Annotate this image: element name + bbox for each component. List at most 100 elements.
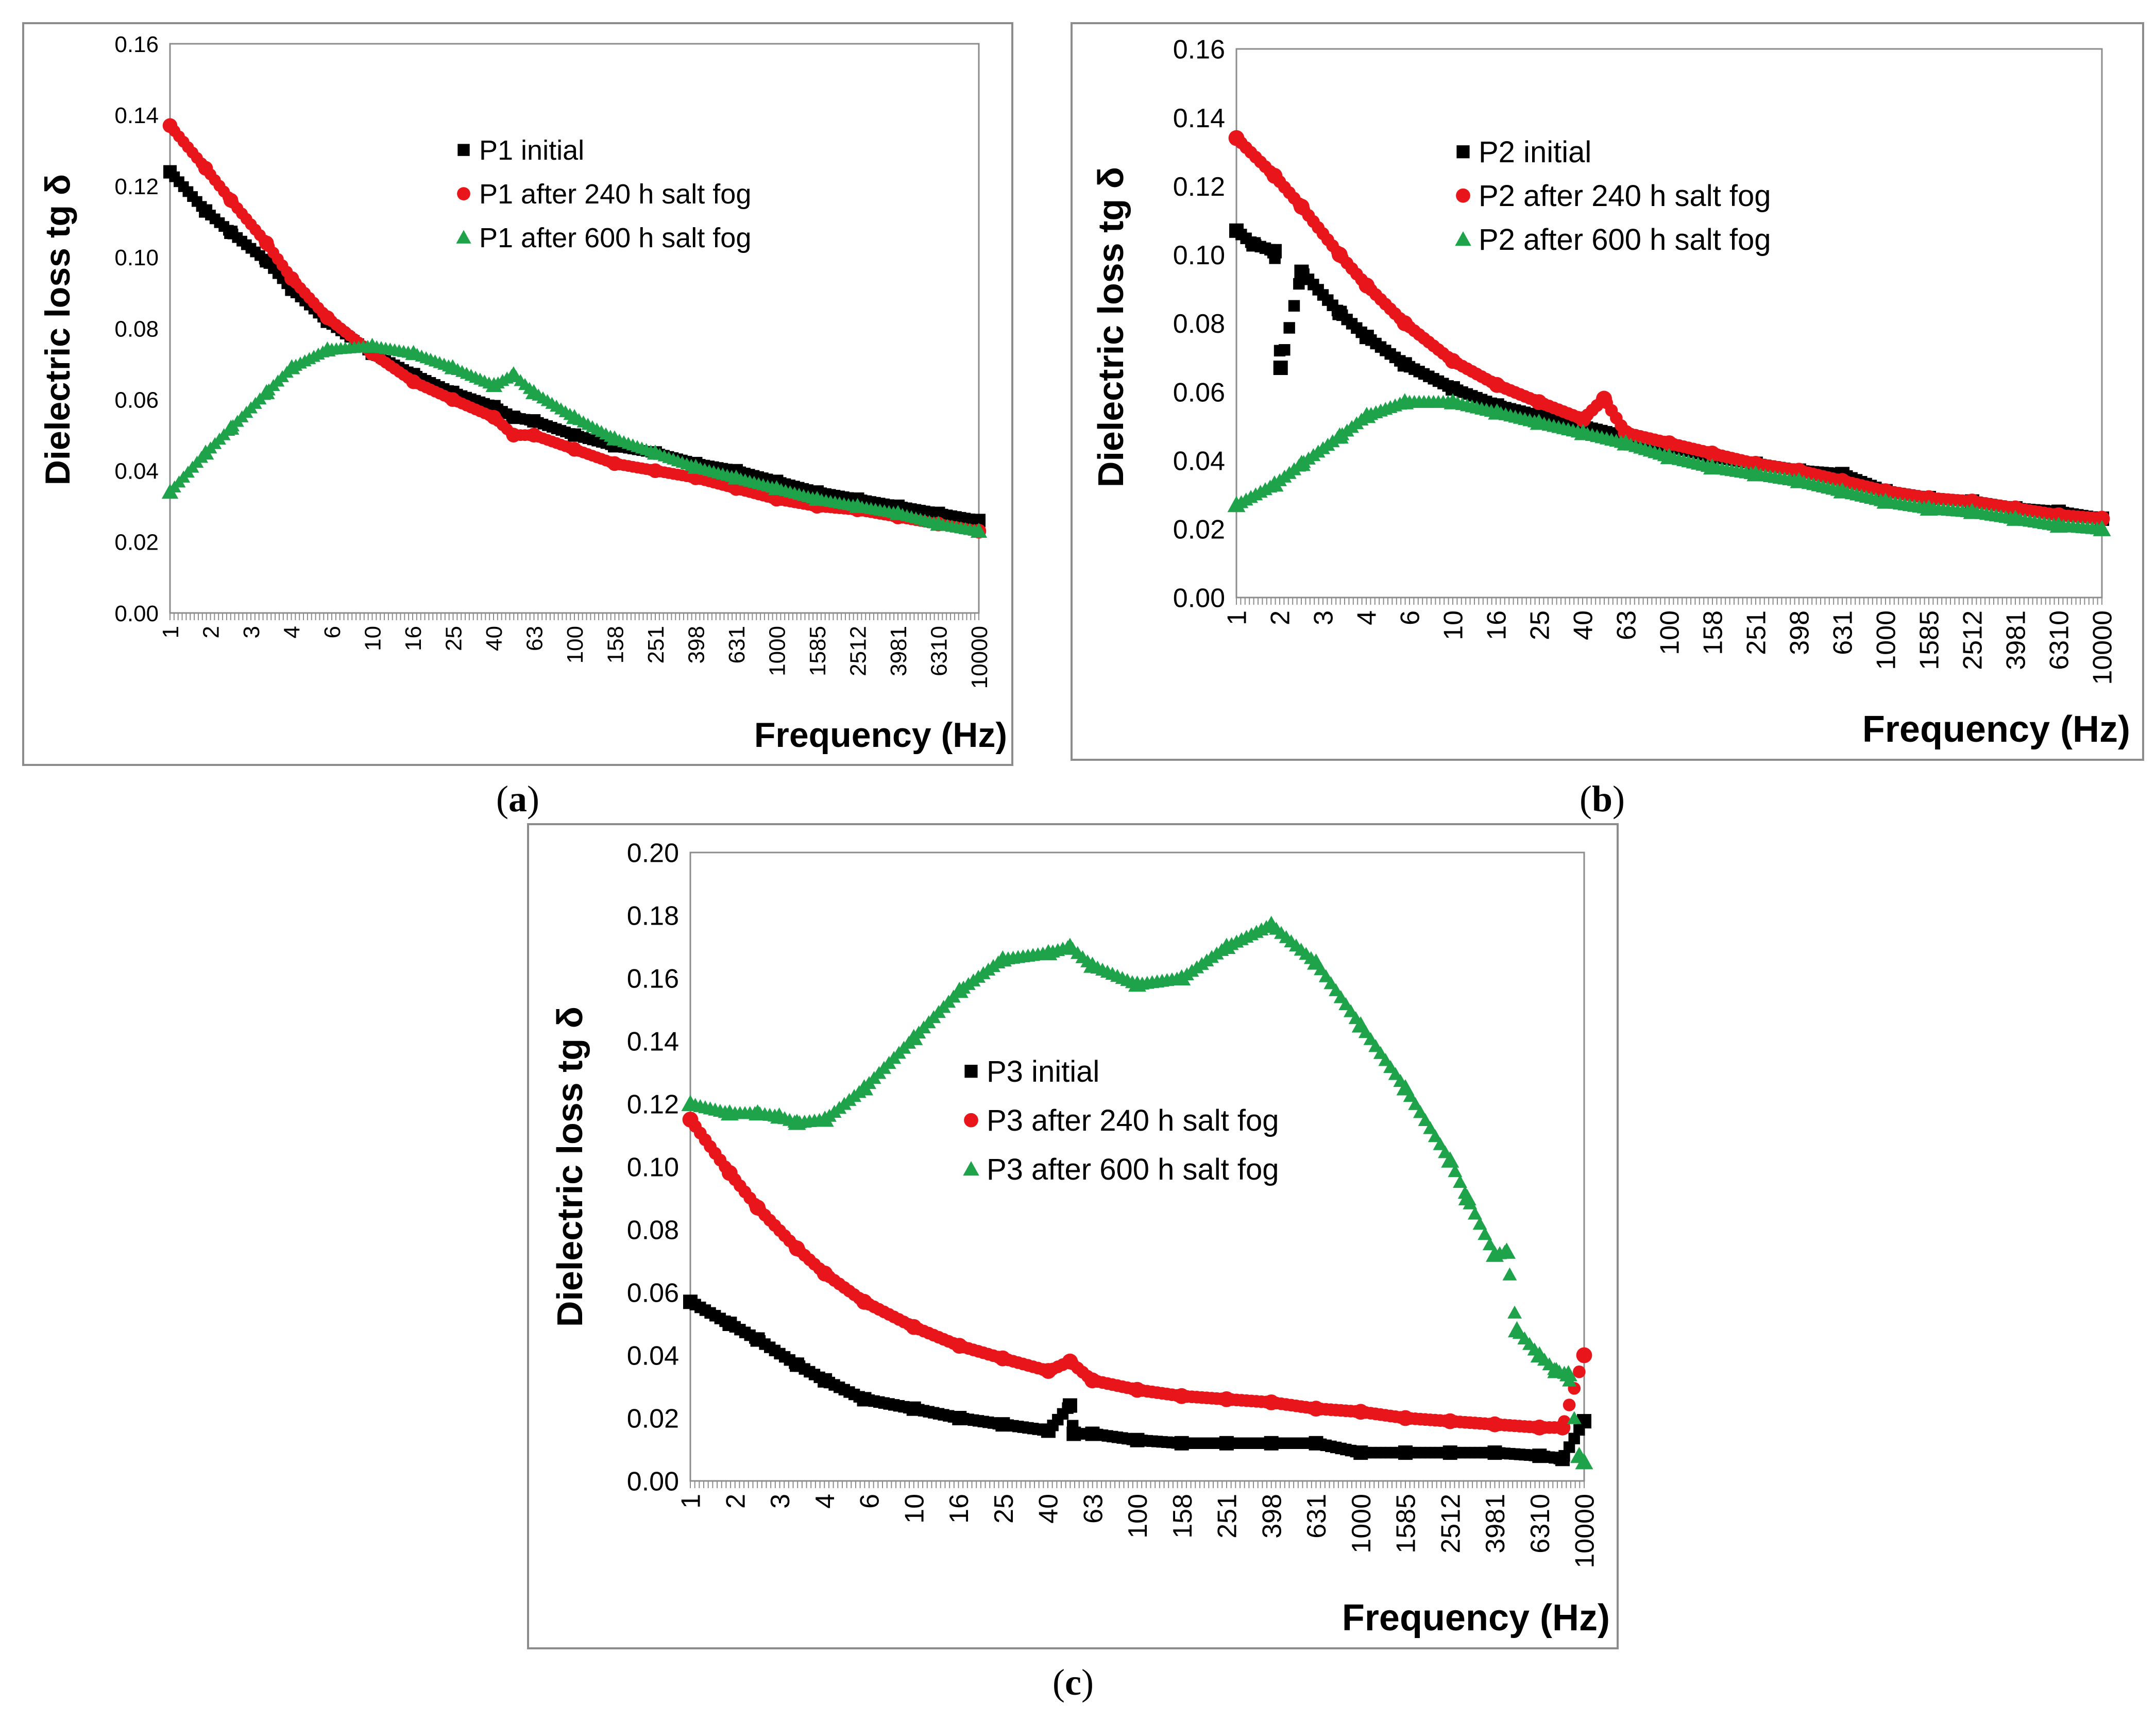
y-tick-label: 0.14: [114, 103, 159, 128]
data-point: [1530, 1346, 1549, 1362]
data-point: [1331, 246, 1348, 263]
legend-label: P2 after 240 h salt fog: [1479, 179, 1771, 213]
data-point: [405, 345, 422, 360]
data-point: [951, 1338, 967, 1354]
x-tick-label: 6310: [1525, 1494, 1555, 1554]
x-tick-label: 1000: [765, 626, 790, 676]
panel-c-legend: P3 initial P3 after 240 h salt fog P3 afte…: [963, 1055, 1279, 1186]
data-point: [1332, 305, 1347, 320]
y-tick-label: 0.02: [114, 530, 159, 555]
data-point: [1453, 1174, 1468, 1188]
data-point: [648, 463, 663, 479]
data-point: [750, 1199, 766, 1216]
data-point: [1085, 1426, 1100, 1441]
data-point: [1397, 357, 1412, 372]
data-point: [952, 1411, 967, 1425]
x-tick-label: 3: [239, 626, 264, 638]
data-point: [994, 1350, 1011, 1367]
data-point: [721, 1165, 738, 1181]
data-point: [1448, 1164, 1463, 1178]
data-point: [970, 522, 988, 538]
data-point: [1920, 499, 1938, 516]
y-tick-label: 0.14: [627, 1027, 679, 1057]
legend-marker: [1456, 188, 1470, 203]
panel-c-caption: (c): [1052, 1662, 1094, 1703]
data-point: [1061, 937, 1079, 954]
panel-a-legend: P1 initial P1 after 240 h salt fog P1 afte…: [456, 135, 751, 253]
data-point: [320, 310, 335, 326]
data-point: [1398, 1445, 1413, 1460]
panel-c-letter: c: [1065, 1662, 1081, 1703]
data-point: [1267, 244, 1282, 259]
data-point: [749, 1104, 767, 1121]
data-point: [1397, 315, 1413, 331]
data-point: [1262, 915, 1281, 932]
data-point: [1397, 1410, 1414, 1426]
data-point: [1228, 130, 1245, 146]
data-point: [1442, 1413, 1458, 1429]
data-point: [567, 442, 582, 457]
data-point: [197, 444, 214, 460]
data-point: [683, 1294, 698, 1309]
data-point: [1062, 1398, 1077, 1413]
data-point: [1130, 1433, 1145, 1447]
data-point: [1445, 353, 1461, 369]
data-point: [1357, 406, 1376, 423]
data-point: [1428, 1129, 1442, 1143]
legend-label: P2 initial: [1479, 135, 1591, 169]
x-tick-label: 2512: [1958, 610, 1988, 670]
data-point: [1418, 1113, 1433, 1127]
data-point: [789, 1240, 805, 1257]
data-point: [1292, 454, 1311, 471]
x-tick-label: 1000: [1872, 610, 1902, 670]
data-point: [1596, 390, 1612, 407]
legend-label: P3 after 240 h salt fog: [987, 1104, 1279, 1137]
data-point: [1573, 1365, 1586, 1378]
panel-a-y-axis-title: Dielectric loss tg δ: [38, 174, 77, 485]
data-point: [198, 161, 213, 176]
x-tick-label: 158: [1168, 1494, 1198, 1539]
x-tick-label: 4: [279, 626, 304, 638]
x-tick-label: 631: [724, 626, 750, 663]
data-point: [1876, 492, 1895, 509]
y-tick-label: 0.10: [1173, 241, 1225, 270]
x-tick-label: 3: [1309, 610, 1339, 625]
data-point: [283, 359, 300, 374]
x-tick-label: 16: [944, 1494, 974, 1524]
panel-c-x-axis-title: Frequency (Hz): [1342, 1597, 1610, 1639]
legend-marker: [1456, 145, 1470, 159]
x-tick-label: 158: [1699, 610, 1728, 655]
data-point: [727, 469, 745, 485]
data-point: [849, 498, 866, 513]
data-point: [1353, 1445, 1368, 1460]
x-tick-label: 158: [603, 626, 628, 663]
legend-label: P1 after 240 h salt fog: [479, 179, 751, 210]
panel-b-marks: [1227, 130, 2111, 536]
x-tick-label: 251: [1213, 1494, 1243, 1539]
x-tick-label: 2: [721, 1494, 751, 1509]
data-point: [1488, 403, 1506, 420]
y-tick-label: 0.06: [627, 1278, 679, 1308]
y-tick-label: 0.02: [627, 1404, 679, 1434]
data-point: [1217, 937, 1236, 954]
data-point: [1423, 1121, 1438, 1134]
data-point: [906, 1319, 922, 1335]
panel-a-caption: (a): [496, 778, 539, 820]
data-point: [1173, 969, 1191, 985]
x-tick-label: 398: [1785, 610, 1815, 655]
panel-c-marks: [681, 915, 1593, 1470]
data-point: [1413, 1105, 1428, 1118]
legend-label: P3 after 600 h salt fog: [987, 1153, 1279, 1186]
data-point: [789, 1357, 804, 1372]
data-point: [2093, 520, 2111, 536]
data-point: [2006, 509, 2025, 526]
legend-label: P2 after 600 h salt fog: [1479, 223, 1771, 257]
data-point: [259, 235, 274, 251]
data-point: [163, 165, 177, 179]
data-point: [1219, 1436, 1234, 1451]
x-tick-label: 2: [1266, 610, 1296, 625]
series-triangle: [161, 337, 988, 538]
data-point: [1746, 465, 1765, 482]
data-point: [222, 419, 240, 435]
